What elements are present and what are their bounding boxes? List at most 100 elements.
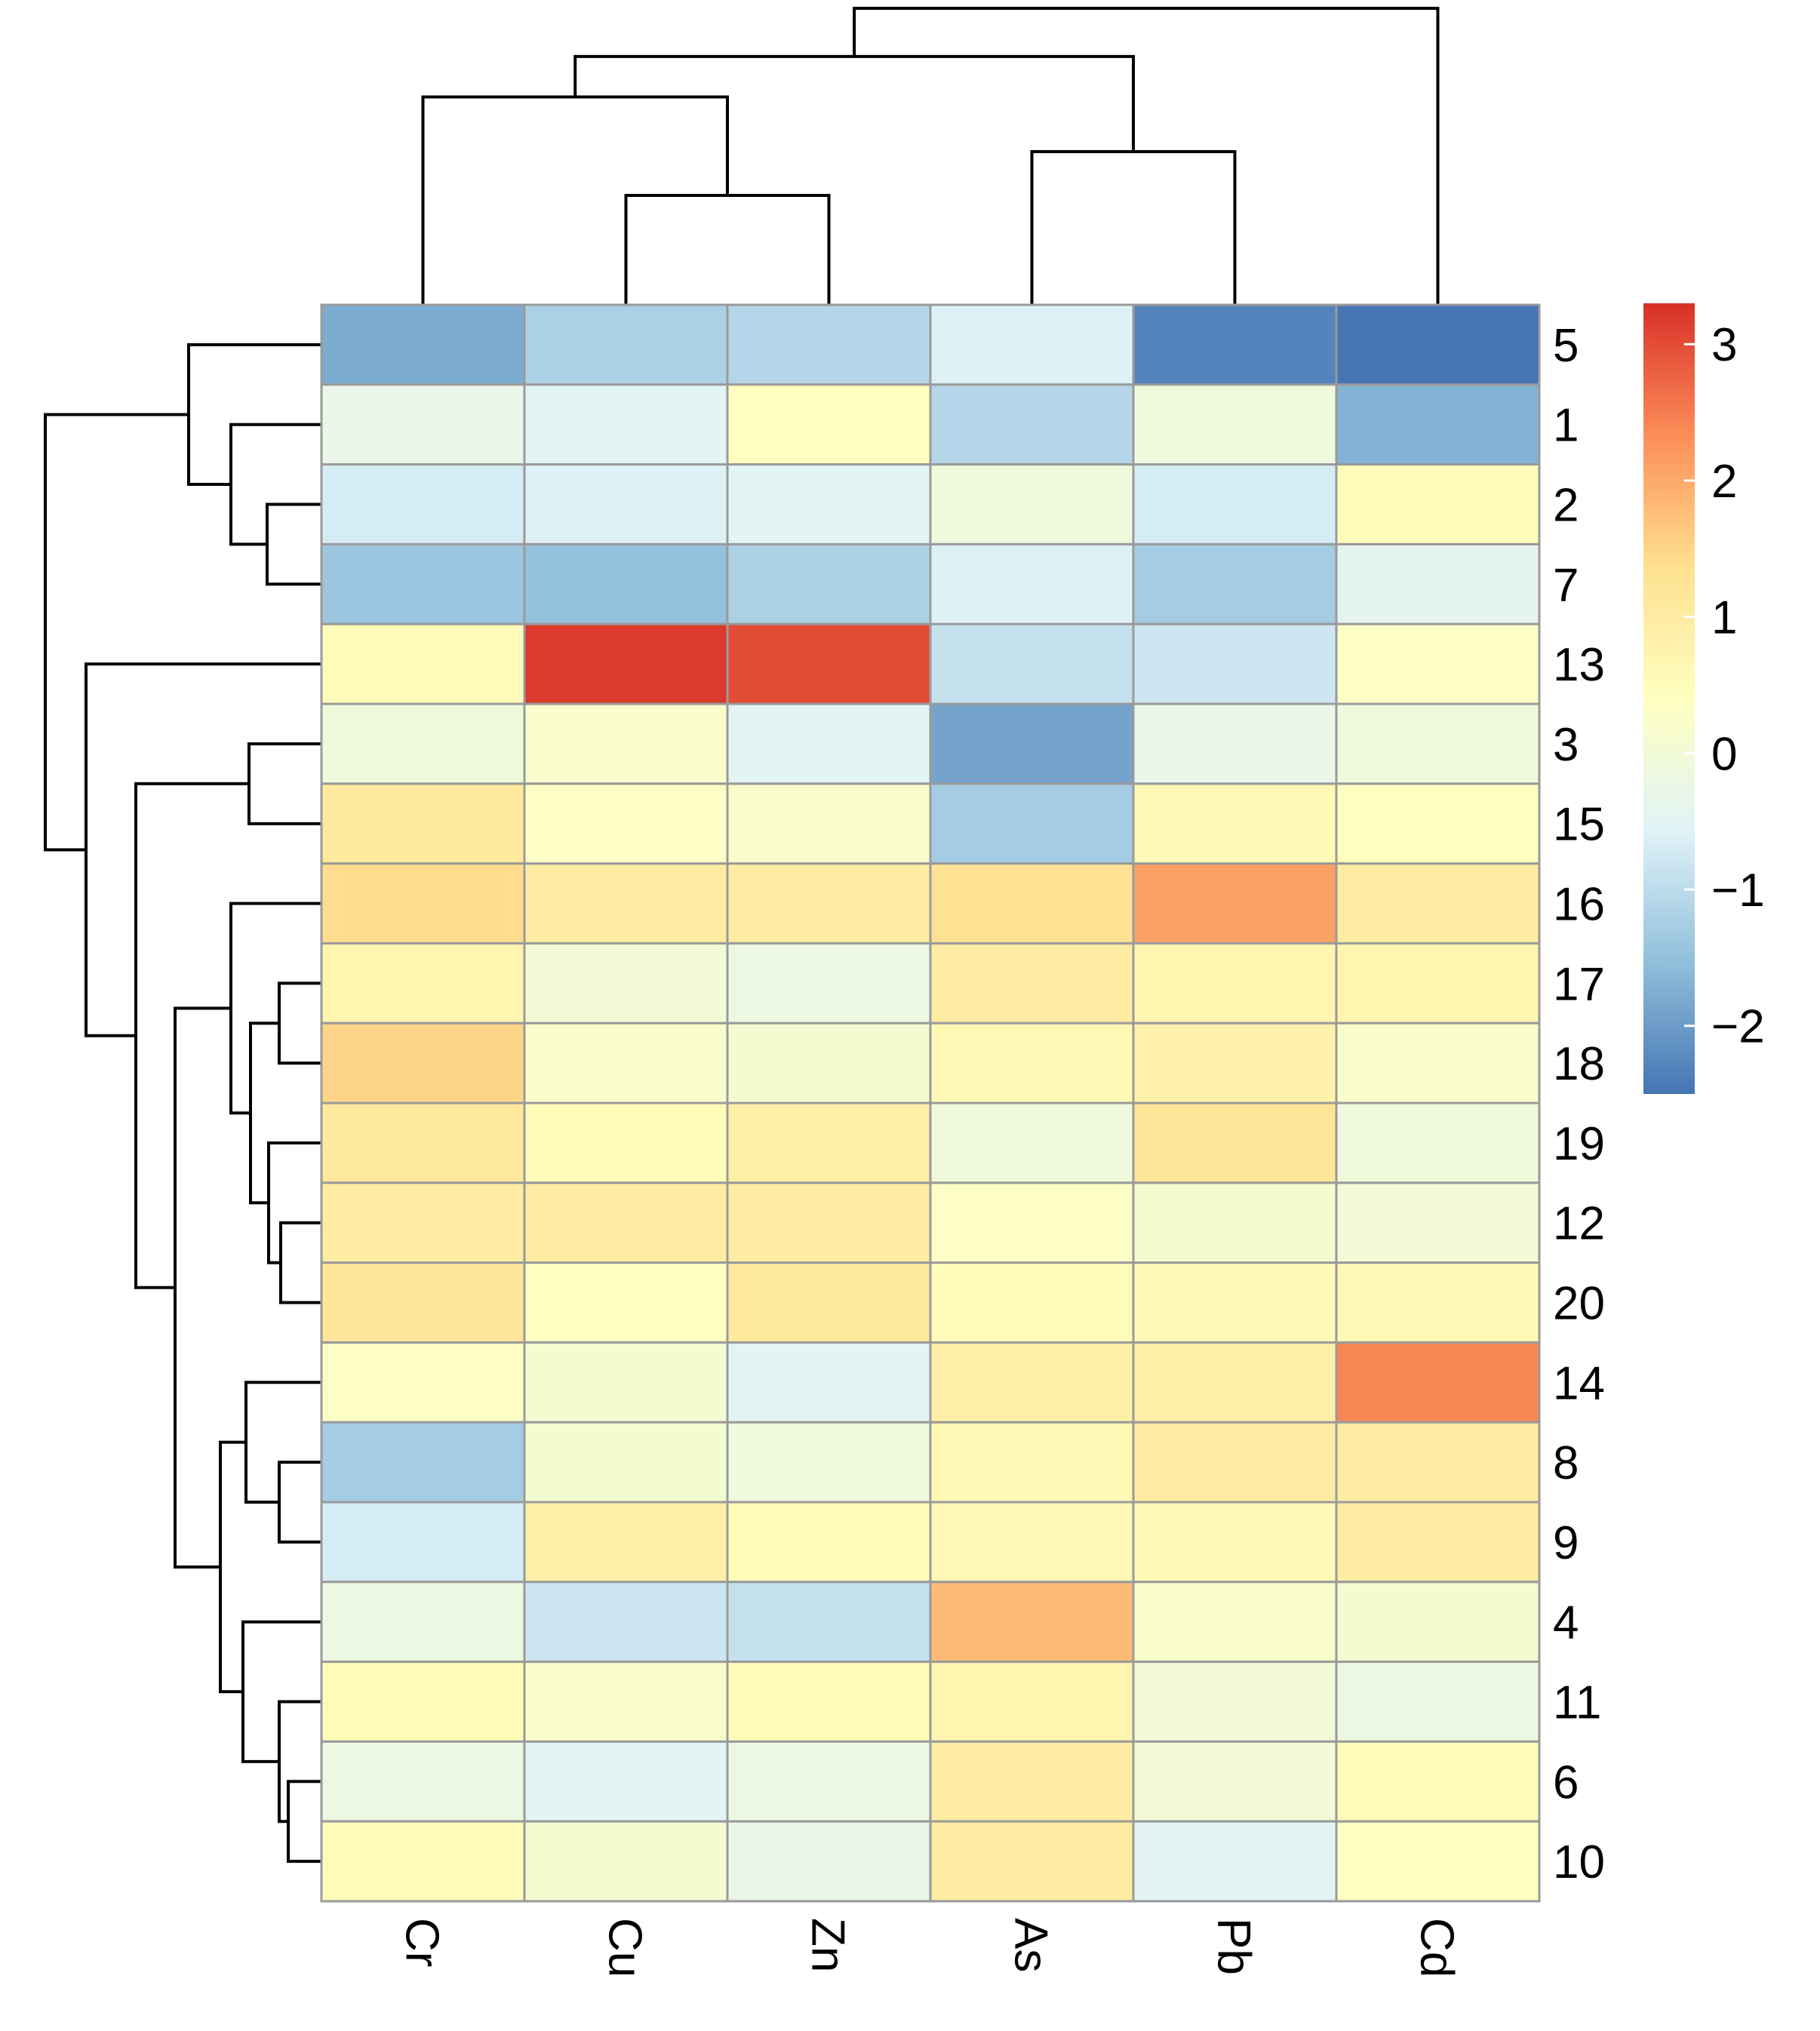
heatmap-cell-17-Zn (726, 942, 932, 1025)
heatmap-cell-7-Cd (1335, 542, 1541, 625)
heatmap-cell-1-Cu (523, 383, 729, 466)
legend-tick-label: 3 (1711, 319, 1737, 371)
row-label: 14 (1553, 1357, 1605, 1409)
heatmap-cell-18-As (929, 1022, 1135, 1105)
heatmap-cell-14-Zn (726, 1341, 932, 1424)
heatmap-cell-15-Cd (1335, 782, 1541, 865)
heatmap-cell-11-Cu (523, 1661, 729, 1743)
heatmap-cell-13-Cd (1335, 622, 1541, 705)
undefined (249, 1022, 279, 1205)
row-label: 19 (1553, 1118, 1605, 1170)
row-label: 4 (1553, 1597, 1579, 1649)
legend-tick-label: −1 (1711, 865, 1765, 917)
heatmap-cell-4-Cr (320, 1581, 526, 1664)
heatmap-cell-4-As (929, 1581, 1135, 1664)
heatmap-cell-20-As (929, 1261, 1135, 1344)
heatmap-cell-19-Cu (523, 1102, 729, 1184)
heatmap-cell-3-As (929, 702, 1135, 785)
heatmap-cell-17-Pb (1132, 942, 1338, 1025)
heatmap-cell-12-Cu (523, 1181, 729, 1264)
color-legend: 3 2 1 0 −1 −2 (1643, 303, 1765, 1094)
column-label: Cr (396, 1918, 448, 1967)
row-label: 9 (1553, 1517, 1579, 1569)
heatmap-cell-17-As (929, 942, 1135, 1025)
undefined (278, 1700, 321, 1824)
heatmap-cell-18-Cu (523, 1022, 729, 1105)
undefined (229, 422, 321, 546)
heatmap-cell-7-Cr (320, 542, 526, 625)
heatmap-cell-14-Cu (523, 1341, 729, 1424)
row-label: 8 (1553, 1437, 1579, 1489)
legend-tick-label: 0 (1711, 728, 1737, 780)
heatmap-cell-1-Cd (1335, 383, 1541, 466)
heatmap-cell-9-Cu (523, 1501, 729, 1584)
row-label: 6 (1553, 1756, 1579, 1808)
heatmap-cell-17-Cr (320, 942, 526, 1025)
undefined (244, 1381, 321, 1504)
heatmap-cell-10-Pb (1132, 1820, 1338, 1903)
heatmap-cell-7-Cu (523, 542, 729, 625)
heatmap-cell-14-Pb (1132, 1341, 1338, 1424)
column-label: Cu (599, 1918, 651, 1977)
undefined (229, 902, 321, 1115)
heatmap-cell-15-Pb (1132, 782, 1338, 865)
heatmap-cell-19-Cd (1335, 1102, 1541, 1184)
heatmap-cell-6-Cu (523, 1740, 729, 1823)
heatmap-cell-5-Cr (320, 303, 526, 386)
heatmap-cell-19-As (929, 1102, 1135, 1184)
heatmap-cell-12-Pb (1132, 1181, 1338, 1264)
heatmap-cell-5-Cd (1335, 303, 1541, 386)
heatmap-cell-7-Pb (1132, 542, 1338, 625)
heatmap-cell-13-Cr (320, 622, 526, 705)
heatmap-cells (320, 303, 1541, 1903)
heatmap-cell-2-Pb (1132, 463, 1338, 545)
heatmap-cell-6-As (929, 1740, 1135, 1823)
heatmap-cell-2-Cr (320, 463, 526, 545)
heatmap-cell-8-Pb (1132, 1421, 1338, 1504)
heatmap-cell-7-Zn (726, 542, 932, 625)
row-label: 16 (1553, 879, 1605, 931)
heatmap-cell-17-Cd (1335, 942, 1541, 1025)
undefined (266, 502, 321, 586)
heatmap-cell-16-Cr (320, 862, 526, 945)
heatmap-cell-19-Zn (726, 1102, 932, 1184)
row-label: 18 (1553, 1038, 1605, 1090)
heatmap-cell-20-Cr (320, 1261, 526, 1344)
row-label: 7 (1553, 559, 1579, 611)
row-label: 12 (1553, 1198, 1605, 1250)
heatmap-cell-3-Zn (726, 702, 932, 785)
heatmap-cell-6-Zn (726, 1740, 932, 1823)
heatmap-cell-3-Cu (523, 702, 729, 785)
column-label: Cd (1411, 1918, 1463, 1977)
heatmap-cell-12-Zn (726, 1181, 932, 1264)
row-label: 15 (1553, 799, 1605, 851)
heatmap-cell-11-Zn (726, 1661, 932, 1743)
row-label: 1 (1553, 400, 1579, 452)
heatmap-cell-12-Cd (1335, 1181, 1541, 1264)
undefined (44, 413, 189, 852)
undefined (287, 1780, 321, 1864)
heatmap-cell-15-Cu (523, 782, 729, 865)
heatmap-cell-9-Pb (1132, 1501, 1338, 1584)
heatmap-cell-8-Zn (726, 1421, 932, 1504)
heatmap-cell-3-Cd (1335, 702, 1541, 785)
heatmap-cell-18-Cd (1335, 1022, 1541, 1105)
row-dendrogram (44, 343, 321, 1864)
heatmap-cell-18-Zn (726, 1022, 932, 1105)
row-label: 13 (1553, 639, 1605, 691)
column-label: Zn (802, 1918, 854, 1972)
heatmap-cell-1-Cr (320, 383, 526, 466)
heatmap-cell-10-Cd (1335, 1820, 1541, 1903)
heatmap-cell-9-Zn (726, 1501, 932, 1584)
heatmap-cell-15-Cr (320, 782, 526, 865)
heatmap-cell-15-As (929, 782, 1135, 865)
heatmap-cell-4-Cd (1335, 1581, 1541, 1664)
heatmap-cell-6-Cd (1335, 1740, 1541, 1823)
heatmap-cell-8-Cu (523, 1421, 729, 1504)
heatmap-cell-11-As (929, 1661, 1135, 1743)
heatmap-cell-15-Zn (726, 782, 932, 865)
heatmap-cell-9-Cd (1335, 1501, 1541, 1584)
heatmap-cell-6-Pb (1132, 1740, 1338, 1823)
undefined (85, 662, 321, 1037)
row-label: 2 (1553, 480, 1579, 532)
